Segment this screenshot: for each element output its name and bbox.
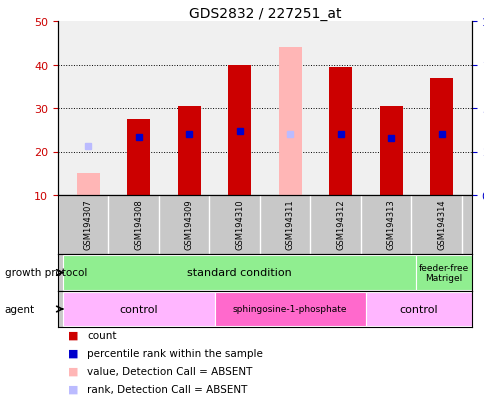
Text: feeder-free
Matrigel: feeder-free Matrigel: [418, 263, 469, 282]
Bar: [63, 256, 416, 290]
Text: growth protocol: growth protocol: [5, 268, 87, 278]
Text: count: count: [87, 330, 116, 340]
Text: percentile rank within the sample: percentile rank within the sample: [87, 348, 262, 358]
Text: control: control: [119, 304, 158, 314]
Bar: [379, 107, 402, 195]
Title: GDS2832 / 227251_at: GDS2832 / 227251_at: [188, 7, 341, 21]
Text: sphingosine-1-phosphate: sphingosine-1-phosphate: [232, 305, 347, 314]
Bar: [365, 293, 471, 326]
Text: GSM194307: GSM194307: [84, 199, 92, 249]
Text: GSM194312: GSM194312: [335, 199, 345, 249]
Text: GSM194314: GSM194314: [436, 199, 445, 249]
Text: agent: agent: [5, 304, 35, 314]
Bar: [77, 174, 99, 195]
Text: GSM194309: GSM194309: [184, 199, 194, 249]
Text: ■: ■: [68, 330, 78, 340]
Text: GSM194311: GSM194311: [285, 199, 294, 249]
Bar: [228, 65, 251, 195]
Text: GSM194308: GSM194308: [134, 199, 143, 249]
Bar: [178, 107, 200, 195]
Text: control: control: [399, 304, 438, 314]
Text: ■: ■: [68, 384, 78, 394]
Text: standard condition: standard condition: [187, 268, 291, 278]
Bar: [63, 293, 214, 326]
Text: ■: ■: [68, 348, 78, 358]
Bar: [127, 120, 150, 195]
Bar: [329, 67, 351, 195]
Bar: [278, 48, 301, 195]
Bar: [416, 256, 471, 290]
Text: GSM194310: GSM194310: [235, 199, 244, 249]
Text: value, Detection Call = ABSENT: value, Detection Call = ABSENT: [87, 366, 252, 376]
Bar: [214, 293, 365, 326]
Bar: [429, 78, 452, 195]
Text: rank, Detection Call = ABSENT: rank, Detection Call = ABSENT: [87, 384, 247, 394]
Text: GSM194313: GSM194313: [386, 199, 395, 249]
Text: ■: ■: [68, 366, 78, 376]
